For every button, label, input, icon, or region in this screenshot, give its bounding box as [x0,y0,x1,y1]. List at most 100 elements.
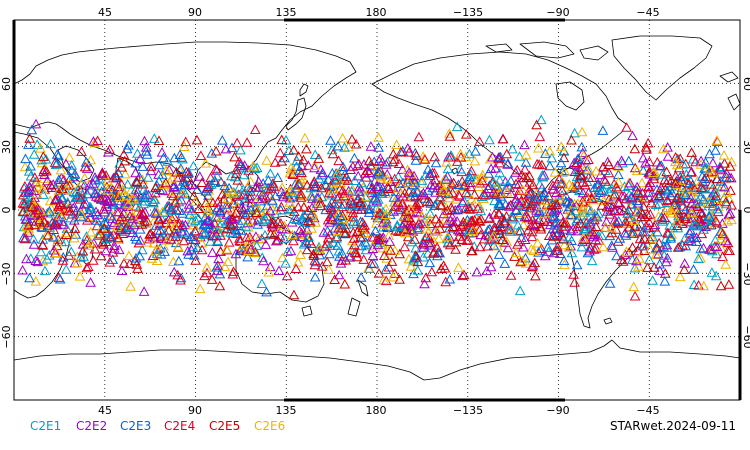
observation-triangle-c2e6 [380,209,392,219]
observation-triangle-c2e2 [721,168,733,178]
observation-triangle-c2e5 [95,250,107,261]
observation-triangle-c2e1 [132,148,143,158]
observation-triangle-c2e3 [26,124,38,135]
observation-triangle-c2e5 [150,182,162,192]
observation-triangle-c2e6 [333,225,345,236]
observation-triangle-c2e2 [96,167,108,177]
observation-triangle-c2e6 [167,256,179,266]
observation-triangle-c2e2 [577,187,589,198]
observation-triangle-c2e4 [275,201,287,212]
observation-triangle-c2e6 [148,237,160,248]
observation-triangle-c2e2 [22,227,34,237]
observation-triangle-c2e4 [403,146,415,157]
observation-triangle-c2e1 [706,267,718,277]
observation-triangle-c2e2 [631,255,642,266]
observation-triangle-c2e3 [263,174,274,185]
observation-triangle-c2e2 [493,152,504,162]
observation-triangle-c2e2 [662,252,673,263]
legend-item-c2e1: C2E1 [30,419,61,433]
observation-triangle-c2e1 [291,155,303,166]
observation-triangle-c2e6 [178,141,190,151]
observation-triangle-c2e5 [116,211,128,221]
observation-triangle-c2e1 [566,247,578,258]
observation-triangle-c2e5 [551,199,563,209]
observation-triangle-c2e4 [327,204,339,215]
observation-triangle-c2e3 [542,242,554,252]
observation-triangle-c2e5 [442,205,453,215]
observation-triangle-c2e1 [70,192,82,203]
observation-triangle-c2e6 [305,191,316,201]
observation-triangle-c2e4 [458,180,470,190]
observation-triangle-c2e5 [524,170,535,181]
observation-triangle-c2e6 [358,228,370,238]
observation-triangle-c2e5 [597,161,609,172]
observation-triangle-c2e6 [261,155,273,165]
observation-triangle-c2e6 [220,183,231,194]
observation-triangle-c2e6 [563,242,575,252]
observation-triangle-c2e6 [286,229,298,240]
observation-triangle-c2e4 [296,227,307,238]
observation-triangle-c2e1 [122,178,134,189]
observation-triangle-c2e1 [412,264,424,275]
observation-triangle-c2e2 [182,245,194,256]
observation-triangle-c2e3 [538,187,550,197]
observation-triangle-c2e1 [264,168,276,178]
observation-triangle-c2e2 [720,235,732,246]
observation-triangle-c2e3 [666,187,678,198]
observation-triangle-c2e3 [349,152,360,163]
observation-triangle-c2e1 [178,227,189,238]
observation-triangle-c2e3 [188,249,200,260]
observation-triangle-c2e5 [144,229,155,239]
observation-triangle-c2e1 [349,175,361,185]
observation-triangle-c2e1 [60,236,72,247]
observation-triangle-c2e4 [568,269,579,279]
observation-triangle-c2e4 [366,231,378,242]
observation-triangle-c2e5 [352,226,363,236]
left-tick-label: 30 [0,140,13,154]
observation-triangle-c2e5 [145,161,157,171]
observation-triangle-c2e6 [520,149,532,160]
observation-triangle-c2e2 [100,186,112,197]
observation-triangle-c2e6 [20,221,32,231]
observation-triangle-c2e4 [579,179,591,190]
observation-triangle-c2e6 [517,184,529,195]
observation-triangle-c2e3 [493,197,505,208]
observation-triangle-c2e1 [297,215,308,226]
observation-triangle-c2e4 [23,219,35,230]
observation-triangle-c2e4 [281,270,293,281]
observation-triangle-c2e2 [324,216,335,227]
observation-triangle-c2e6 [295,170,307,181]
coastline-greenland [611,35,713,101]
observation-triangle-c2e5 [424,196,435,207]
observation-triangle-c2e4 [301,244,313,255]
observation-triangle-c2e6 [123,250,135,260]
observation-triangle-c2e5 [665,175,677,186]
observation-triangle-c2e3 [397,146,409,156]
observation-triangle-c2e6 [537,200,548,211]
observation-triangle-c2e4 [231,137,243,148]
observation-triangle-c2e5 [116,161,128,172]
observation-triangle-c2e2 [618,190,630,201]
observation-triangle-c2e4 [522,212,534,223]
observation-triangle-c2e2 [367,243,379,253]
observation-triangle-c2e5 [131,176,143,187]
observation-triangle-c2e1 [580,221,592,232]
observation-triangle-c2e2 [39,169,50,179]
observation-triangle-c2e2 [139,135,150,146]
observation-triangle-c2e5 [577,195,588,206]
observation-triangle-c2e1 [311,198,323,208]
observation-triangle-c2e4 [359,220,370,230]
observation-triangle-c2e1 [344,199,356,210]
observation-triangle-c2e5 [347,211,359,222]
observation-triangle-c2e1 [624,194,635,204]
observation-triangle-c2e1 [35,246,47,257]
observation-triangle-c2e5 [45,179,57,190]
observation-triangle-c2e6 [650,249,662,259]
observation-triangle-c2e4 [82,261,94,271]
observation-triangle-c2e2 [570,200,582,211]
observation-triangle-c2e3 [373,166,385,177]
observation-triangle-c2e1 [205,236,216,246]
observation-triangle-c2e2 [626,191,638,202]
observation-triangle-c2e3 [226,142,238,153]
observation-triangle-c2e2 [102,195,113,206]
